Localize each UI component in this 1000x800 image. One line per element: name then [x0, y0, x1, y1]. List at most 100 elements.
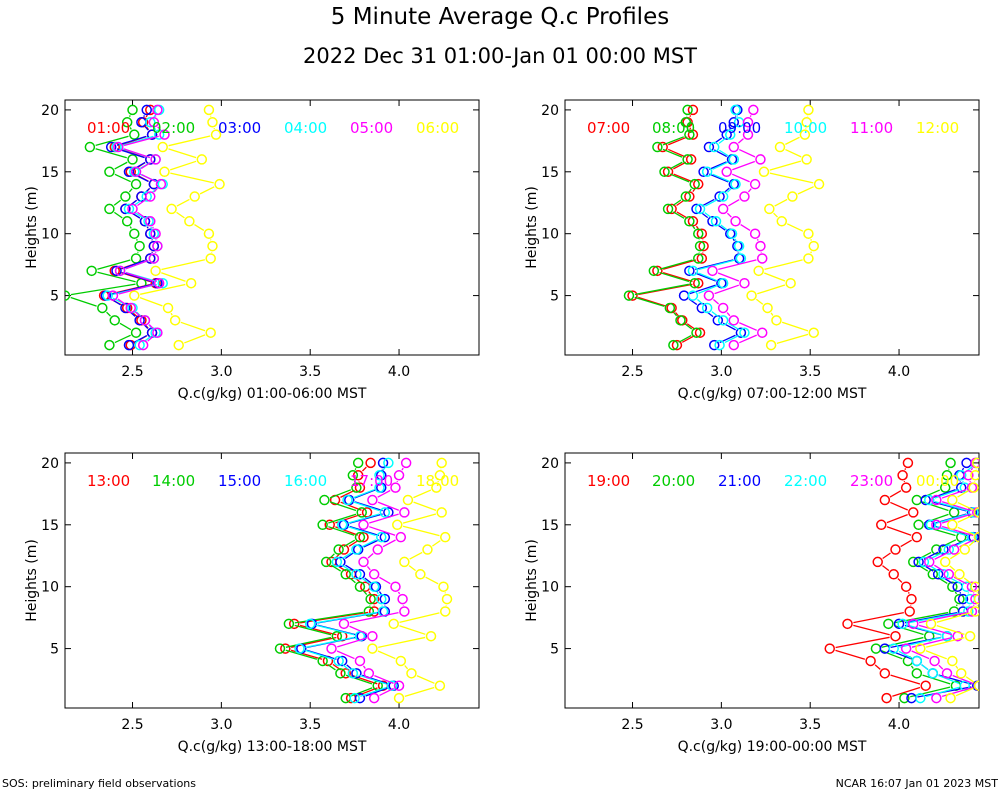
- y-tick-label: 20: [541, 103, 559, 119]
- data-point: [317, 519, 328, 531]
- data-point: [680, 117, 692, 128]
- x-axis-label: Q.c(g/kg) 13:00-18:00 MST: [178, 739, 367, 755]
- data-point: [717, 302, 729, 314]
- legend-entry: 09:00: [718, 119, 761, 137]
- data-point: [393, 692, 405, 704]
- series-segment: [756, 238, 759, 241]
- series-segment: [365, 687, 389, 697]
- series-segment: [374, 675, 394, 685]
- series-segment: [379, 576, 391, 585]
- data-point: [185, 277, 197, 289]
- data-point: [746, 290, 757, 301]
- data-point: [931, 544, 942, 555]
- series-segment: [382, 539, 396, 548]
- data-point: [145, 191, 156, 202]
- series-segment: [701, 198, 715, 207]
- series-segment: [409, 551, 423, 560]
- data-point: [400, 457, 412, 469]
- data-point: [765, 339, 777, 351]
- data-point: [102, 290, 113, 301]
- data-point: [776, 216, 788, 227]
- series-segment: [113, 199, 122, 206]
- data-point: [724, 129, 736, 140]
- series-segment: [341, 564, 352, 572]
- data-point: [694, 203, 706, 215]
- series-segment: [397, 591, 401, 595]
- data-point: [352, 470, 364, 481]
- data-point: [691, 203, 702, 215]
- series-segment: [145, 114, 148, 118]
- data-point: [890, 544, 901, 555]
- data-point: [203, 104, 215, 116]
- data-point: [691, 327, 702, 338]
- series-segment: [689, 284, 716, 295]
- data-point: [945, 457, 956, 469]
- series-segment: [399, 612, 440, 624]
- series-segment: [900, 539, 912, 548]
- series-segment: [921, 664, 929, 671]
- series-segment: [936, 612, 970, 623]
- series-segment: [194, 223, 205, 232]
- data-point: [911, 494, 923, 506]
- series-segment: [720, 224, 728, 231]
- data-point: [351, 544, 362, 555]
- data-point: [726, 228, 738, 239]
- series-segment: [291, 636, 337, 648]
- data-point: [662, 166, 674, 178]
- data-point: [347, 470, 359, 481]
- series-1600: [294, 457, 398, 704]
- series-segment: [300, 611, 369, 624]
- data-point: [915, 643, 926, 654]
- series-0900: [678, 104, 747, 351]
- data-point: [130, 327, 142, 338]
- series-segment: [785, 136, 800, 145]
- series-segment: [729, 127, 732, 130]
- series-segment: [797, 186, 814, 195]
- data-point: [666, 203, 677, 215]
- series-segment: [731, 173, 750, 183]
- data-point: [439, 606, 451, 617]
- series-segment: [161, 272, 186, 282]
- data-point: [970, 470, 979, 481]
- series-segment: [733, 126, 737, 131]
- data-point: [123, 339, 135, 351]
- series-segment: [354, 501, 383, 512]
- series-segment: [747, 188, 752, 193]
- data-point: [320, 556, 332, 568]
- data-point: [764, 203, 775, 215]
- series-segment: [941, 501, 972, 512]
- legend-entry: 14:00: [152, 472, 195, 490]
- legend-entry: 12:00: [916, 119, 959, 137]
- data-point: [148, 240, 160, 252]
- data-point: [159, 129, 170, 140]
- series-segment: [941, 525, 974, 537]
- data-point: [280, 643, 291, 654]
- series-segment: [835, 636, 890, 649]
- data-point: [678, 290, 690, 301]
- series-segment: [689, 115, 692, 118]
- series-segment: [364, 577, 372, 584]
- data-point: [145, 253, 156, 264]
- data-point: [368, 692, 380, 704]
- data-point: [941, 470, 953, 481]
- legend-entry: 04:00: [284, 119, 327, 137]
- y-tick-label: 15: [41, 518, 59, 534]
- y-axis-label: Heights (m): [24, 539, 40, 622]
- data-point: [947, 655, 958, 667]
- series-segment: [941, 513, 972, 524]
- series-segment: [810, 238, 812, 241]
- series-segment: [925, 686, 960, 698]
- data-point: [693, 253, 704, 264]
- data-point: [684, 265, 695, 277]
- series-segment: [328, 513, 357, 524]
- data-point: [748, 104, 759, 116]
- data-point: [971, 457, 979, 469]
- y-axis-label: Heights (m): [24, 186, 40, 269]
- data-point: [139, 315, 151, 326]
- series-segment: [692, 188, 696, 193]
- x-tick-label: 3.5: [799, 364, 821, 380]
- data-point: [388, 618, 399, 630]
- data-point: [714, 191, 725, 202]
- series-segment: [718, 149, 730, 157]
